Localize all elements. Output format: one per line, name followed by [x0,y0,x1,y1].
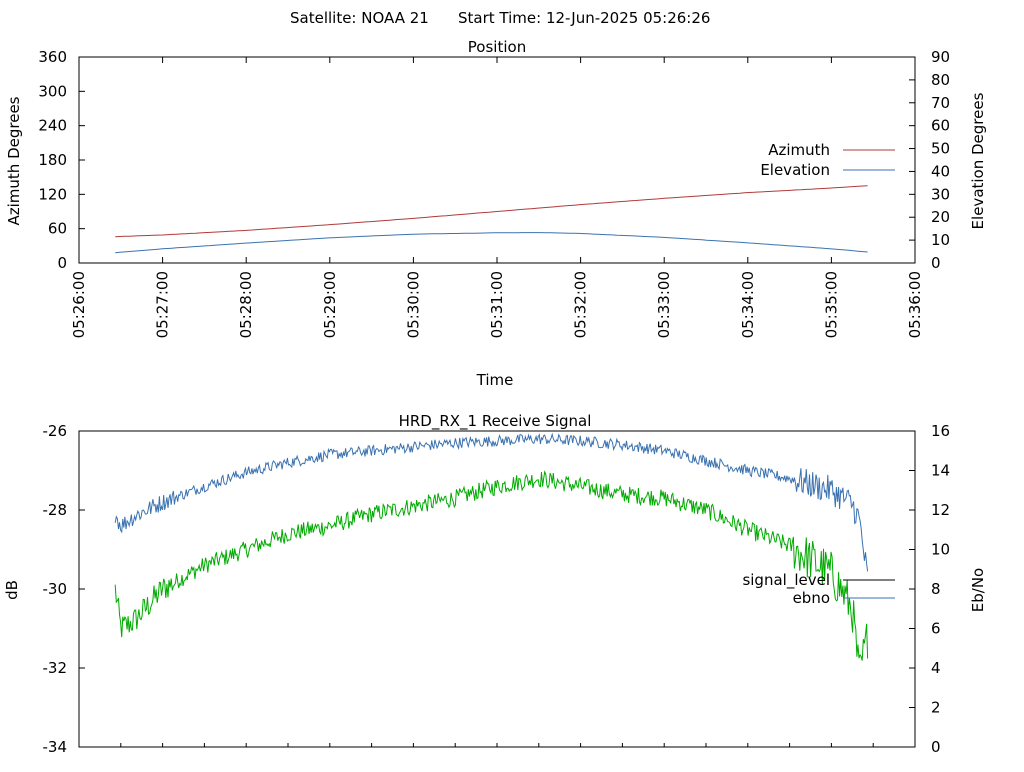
db-axis-label: dB [3,580,21,600]
azimuth-series-line [115,185,868,238]
ebno-tick-label: 0 [931,738,941,756]
ebno-tick-label: 2 [931,699,941,717]
signal-level-legend-label: signal_level [742,571,830,590]
db-tick-label: -34 [43,738,68,756]
elevation-series-line [115,232,868,254]
signal-chart-title: HRD_RX_1 Receive Signal [399,412,592,431]
x-tick-label: 05:36:00 [906,271,924,338]
ebno-tick-label: 14 [931,462,950,480]
elevation-tick-label: 90 [931,48,950,66]
x-tick-label: 05:34:00 [739,271,757,338]
azimuth-tick-label: 180 [38,151,67,169]
position-plot: 05:26:00 05:27:00 05:28:00 05:29:00 05:30:00… [38,48,950,338]
x-tick-label: 05:29:00 [321,271,339,338]
elevation-tick-label: 20 [931,208,950,226]
elevation-tick-label: 40 [931,162,950,180]
db-tick-label: -30 [43,580,68,598]
ebno-tick-label: 8 [931,580,941,598]
ebno-tick-label: 10 [931,541,950,559]
x-tick-label: 05:33:00 [655,271,673,338]
ebno-axis-label: Eb/No [969,568,987,612]
ebno-tick-label: 12 [931,501,950,519]
elevation-axis-label: Elevation Degrees [969,92,987,229]
ebno-series-line [114,432,869,572]
db-tick-label: -28 [43,501,68,519]
x-tick-label: 05:28:00 [237,271,255,338]
start-time-label: Start Time: 12-Jun-2025 05:26:26 [458,9,710,27]
ebno-tick-label: 16 [931,422,950,440]
azimuth-tick-label: 240 [38,117,67,135]
azimuth-tick-label: 0 [57,254,67,272]
position-plot-frame [78,56,916,264]
elevation-tick-label: 60 [931,117,950,135]
position-x-axis-label: Time [476,371,514,389]
elevation-tick-label: 70 [931,94,950,112]
azimuth-tick-label: 120 [38,185,67,203]
x-tick-label: 05:26:00 [70,271,88,338]
signal-level-series-line [114,470,869,661]
db-tick-label: -32 [43,659,68,677]
azimuth-tick-label: 300 [38,82,67,100]
elevation-tick-label: 30 [931,185,950,203]
elevation-legend-label: Elevation [760,161,830,179]
azimuth-legend-label: Azimuth [768,141,830,159]
receive-signal-plot: -34 -32 -30 -28 -26 0 2 4 6 8 10 12 14 16 signal_level… [43,422,951,756]
ebno-tick-label: 6 [931,620,941,638]
x-tick-label: 05:31:00 [488,271,506,338]
elevation-tick-label: 10 [931,231,950,249]
position-chart-title: Position [468,38,526,56]
elevation-tick-label: 80 [931,71,950,89]
ebno-legend-label: ebno [793,589,830,607]
azimuth-axis-label: Azimuth Degrees [5,96,23,225]
db-tick-label: -26 [43,422,68,440]
satellite-label: Satellite: NOAA 21 [290,9,429,27]
x-tick-label: 05:35:00 [822,271,840,338]
ebno-tick-label: 4 [931,659,941,677]
x-tick-label: 05:32:00 [572,271,590,338]
elevation-tick-label: 0 [931,254,941,272]
x-tick-label: 05:27:00 [154,271,172,338]
elevation-tick-label: 50 [931,140,950,158]
azimuth-tick-label: 360 [38,48,67,66]
x-tick-label: 05:30:00 [404,271,422,338]
azimuth-tick-label: 60 [48,220,67,238]
